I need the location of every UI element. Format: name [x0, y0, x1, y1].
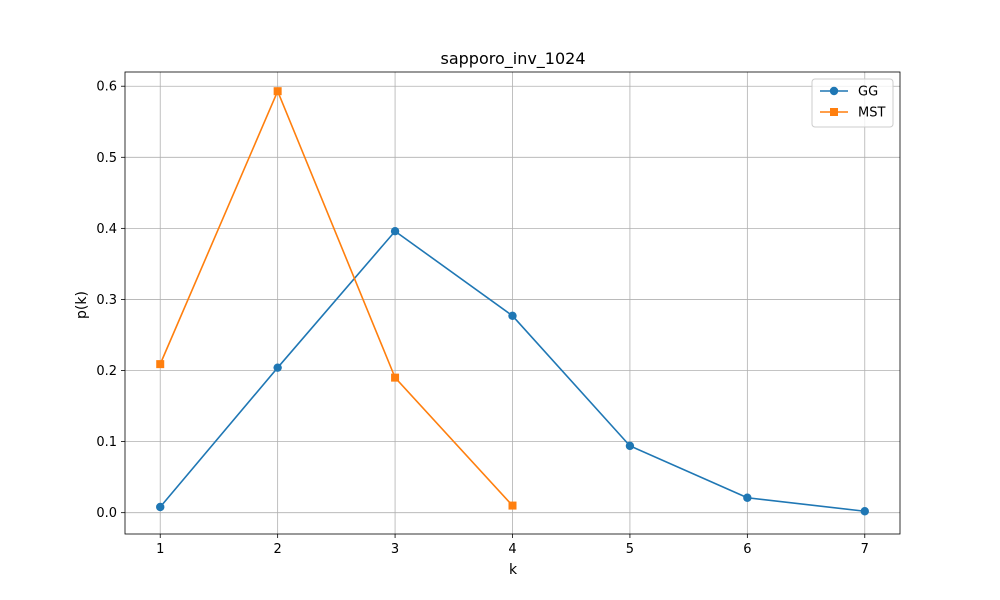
- data-point: [273, 363, 282, 372]
- data-point: [156, 360, 165, 369]
- plot-frame: [124, 71, 901, 535]
- data-point: [508, 501, 517, 510]
- x-axis-label: k: [509, 562, 518, 578]
- x-tick-label: 3: [391, 542, 399, 557]
- x-tick-label: 7: [861, 542, 869, 557]
- data-point: [508, 311, 517, 320]
- y-tick-label: 0.6: [96, 80, 117, 95]
- series-layer: [156, 87, 869, 516]
- series-gg: [156, 227, 869, 516]
- y-tick-label: 0.4: [96, 222, 117, 237]
- series-line-mst: [159, 90, 514, 507]
- y-tick-label: 0.3: [96, 293, 117, 308]
- data-point: [156, 502, 165, 512]
- legend-item-mst: MST: [820, 106, 885, 121]
- data-point: [625, 441, 635, 451]
- data-point: [273, 87, 282, 96]
- y-axis-label: p(k): [74, 291, 90, 319]
- data-point: [860, 507, 869, 516]
- data-point: [390, 227, 400, 236]
- data-point: [743, 493, 752, 502]
- legend-label: GG: [858, 85, 878, 100]
- series-mst: [156, 87, 517, 510]
- y-tick-label: 0.1: [96, 435, 117, 450]
- x-tick-label: 5: [626, 542, 634, 557]
- x-tick-label: 6: [743, 542, 751, 557]
- grid: [125, 72, 900, 534]
- y-tick-label: 0.2: [96, 364, 117, 379]
- legend-swatch-marker: [830, 108, 838, 116]
- axes: 1 2 3 4 5 6 7 0.0 0.1 0.2 0.3 0.4 0.5 0.6: [96, 71, 901, 557]
- y-tick-label: 0.0: [96, 506, 117, 521]
- x-tick-label: 1: [156, 542, 164, 557]
- legend: GG MST: [811, 78, 894, 128]
- legend-item-gg: GG: [820, 85, 878, 100]
- x-tick-label: 2: [274, 542, 282, 557]
- legend-label: MST: [858, 106, 885, 121]
- y-tick-label: 0.5: [96, 151, 117, 166]
- data-point: [391, 373, 400, 382]
- x-tick-label: 4: [508, 542, 516, 557]
- chart-title: sapporo_inv_1024: [440, 49, 585, 69]
- legend-swatch-marker: [829, 86, 839, 96]
